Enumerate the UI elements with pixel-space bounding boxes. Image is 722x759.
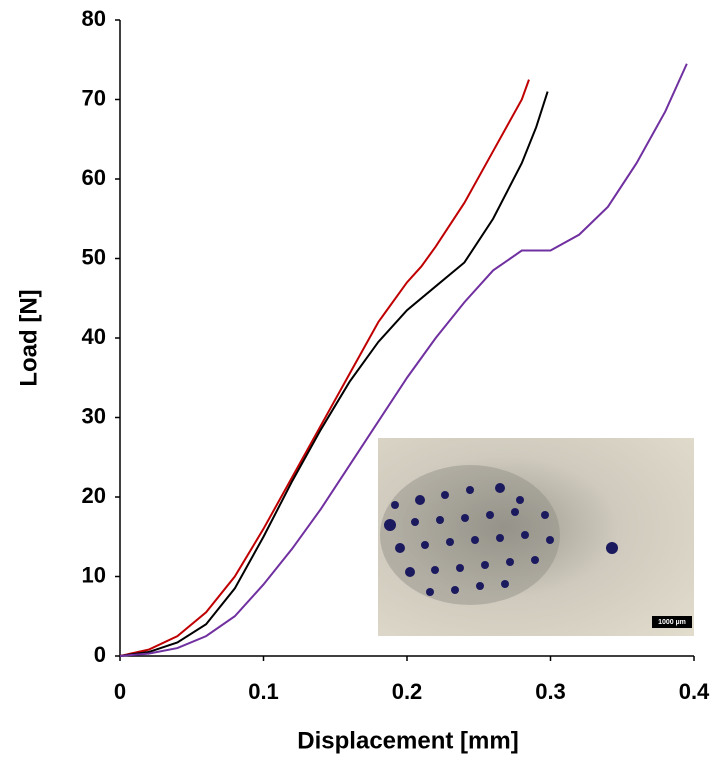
y-tick-label: 70 xyxy=(82,85,106,110)
scale-bar-label: 1000 µm xyxy=(658,619,686,626)
x-tick-label: 0 xyxy=(114,679,126,704)
y-tick-label: 10 xyxy=(82,562,106,587)
y-tick-label: 60 xyxy=(82,165,106,190)
y-tick-label: 80 xyxy=(82,6,106,31)
data-line xyxy=(119,79,530,657)
data-line xyxy=(119,63,688,657)
y-axis-label: Load [N] xyxy=(15,289,42,386)
inset-photo xyxy=(378,438,694,636)
x-tick-label: 0.2 xyxy=(392,679,423,704)
y-tick-label: 20 xyxy=(82,483,106,508)
y-tick-label: 40 xyxy=(82,324,106,349)
data-line xyxy=(119,91,549,657)
y-tick-label: 50 xyxy=(82,244,106,269)
x-axis-label: Displacement [mm] xyxy=(297,727,518,754)
y-tick-label: 0 xyxy=(94,642,106,667)
x-tick-label: 0.3 xyxy=(535,679,566,704)
y-tick-label: 30 xyxy=(82,403,106,428)
x-tick-label: 0.1 xyxy=(248,679,279,704)
x-tick-label: 0.4 xyxy=(679,679,710,704)
